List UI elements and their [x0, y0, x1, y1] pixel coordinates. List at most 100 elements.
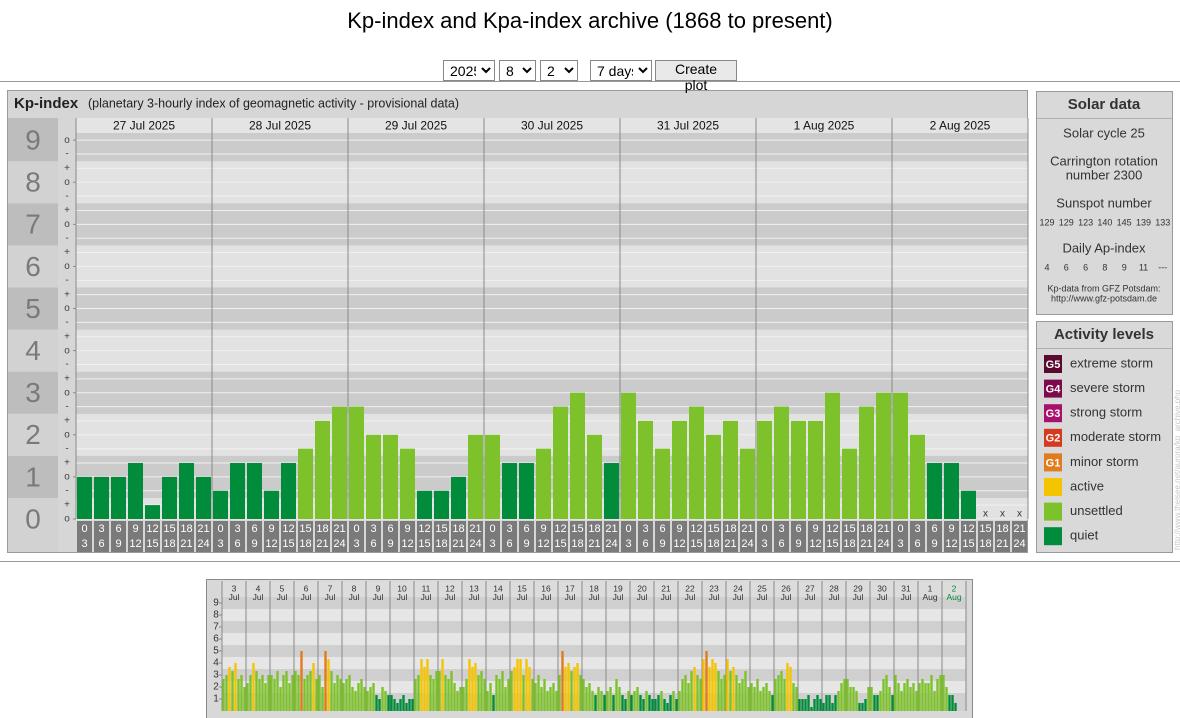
x-day-label: 11 — [422, 583, 431, 593]
interval-end: 21 — [860, 538, 872, 550]
x-day-label: 7 — [328, 583, 333, 593]
x-day-label: 31 — [901, 583, 911, 593]
interval-end: 3 — [625, 538, 631, 550]
bar — [438, 671, 441, 711]
interval-end: 15 — [146, 538, 158, 550]
bar — [689, 406, 704, 519]
interval-end: 24 — [877, 538, 889, 550]
x-month-label: Jul — [613, 592, 624, 602]
source: http://www.gfz-potsdam.de — [1051, 293, 1157, 303]
interval-end: 6 — [778, 538, 784, 550]
level-swatch — [1044, 453, 1062, 472]
bar — [363, 687, 366, 711]
interval-cell — [230, 521, 245, 552]
x-day-label: 26 — [781, 583, 791, 593]
bar — [519, 659, 522, 711]
bar — [954, 702, 957, 711]
interval-end: 12 — [673, 538, 685, 550]
bar — [525, 659, 528, 711]
range-select[interactable]: 7 days — [590, 60, 652, 81]
bar — [753, 687, 756, 711]
level-name: extreme storm — [1070, 355, 1153, 370]
x-day-label: 28 — [829, 583, 839, 593]
interval-start: 0 — [353, 523, 359, 535]
interval-cell — [247, 521, 262, 552]
level-swatch — [1044, 379, 1062, 398]
bar — [474, 663, 477, 711]
bar — [864, 699, 867, 711]
bar — [252, 663, 255, 711]
interval-cell — [536, 521, 551, 552]
bar — [816, 695, 819, 711]
interval-start: 18 — [588, 523, 600, 535]
bar — [247, 463, 262, 519]
y-tick-label: 9 — [213, 598, 219, 609]
bar — [426, 659, 429, 711]
bar — [819, 699, 822, 711]
interval-cell — [298, 521, 313, 552]
bar — [298, 448, 313, 519]
interval-start: 15 — [571, 523, 583, 535]
bar — [94, 476, 109, 519]
interval-cell — [315, 521, 330, 552]
page-title: Kp-index and Kpa-index archive (1868 to … — [347, 8, 833, 33]
x-day-label: 27 — [805, 583, 815, 593]
interval-end: 15 — [962, 538, 974, 550]
interval-end: 24 — [333, 538, 345, 550]
band — [222, 597, 966, 609]
x-day-label: 14 — [493, 583, 503, 593]
interval-start: 9 — [540, 523, 546, 535]
interval-end: 6 — [914, 538, 920, 550]
bar — [465, 678, 468, 711]
bar — [669, 695, 672, 711]
x-day-label: 25 — [757, 583, 767, 593]
y-tick-label: 7 — [213, 622, 219, 633]
bar — [744, 671, 747, 711]
chart-title: Kp-index — [14, 95, 79, 112]
bar — [531, 678, 534, 711]
interval-end: 21 — [316, 538, 328, 550]
y-minor-label: - — [65, 485, 68, 496]
bar — [324, 651, 327, 711]
bar — [579, 675, 582, 711]
bar — [414, 678, 417, 711]
bar — [705, 651, 708, 711]
bar — [384, 690, 387, 711]
bar — [477, 675, 480, 711]
bar — [485, 434, 500, 519]
y-minor-label: + — [64, 163, 70, 174]
x-day-label: 4 — [256, 583, 261, 593]
band — [222, 681, 966, 693]
interval-start: 0 — [625, 523, 631, 535]
label-cell — [8, 161, 58, 204]
interval-cell — [706, 521, 721, 552]
x-day-label: 22 — [685, 583, 695, 593]
bar — [750, 683, 753, 711]
bar — [696, 675, 699, 711]
interval-start: 15 — [843, 523, 855, 535]
month-select[interactable]: 8 — [499, 60, 536, 81]
year-select[interactable]: 2025 — [443, 60, 495, 81]
ap-value: 4 — [1044, 262, 1049, 272]
y-tick-label: 1 — [25, 461, 41, 492]
y-minor-label: o — [64, 135, 70, 146]
bar — [321, 687, 324, 711]
create-plot-button[interactable]: Create plot — [655, 60, 737, 93]
bar — [507, 678, 510, 711]
bar — [294, 671, 297, 711]
bar — [432, 678, 435, 711]
interval-cell — [451, 521, 466, 552]
sunspot-value: 133 — [1155, 217, 1170, 227]
interval-end: 24 — [741, 538, 753, 550]
bar — [519, 463, 534, 519]
band — [76, 497, 1028, 519]
bar — [771, 695, 774, 711]
interval-end: 24 — [605, 538, 617, 550]
interval-start: 0 — [81, 523, 87, 535]
bar — [927, 463, 942, 519]
bar — [615, 678, 618, 711]
bar — [489, 683, 492, 711]
interval-cell — [502, 521, 517, 552]
bar — [740, 448, 755, 519]
day-select[interactable]: 2 — [540, 60, 578, 81]
